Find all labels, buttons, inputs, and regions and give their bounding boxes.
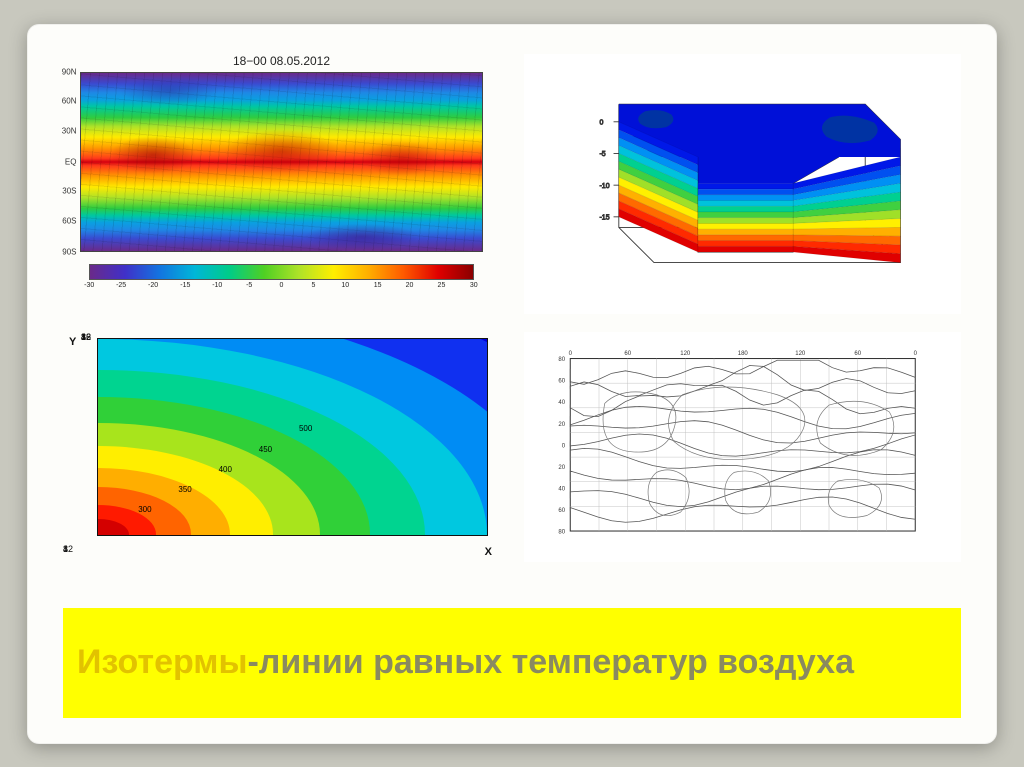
svg-text:60: 60 [854,351,861,357]
svg-text:0: 0 [568,351,572,357]
caption-text: Изотермы-линии равных температур воздуха [77,643,854,682]
svg-text:120: 120 [680,351,691,357]
panelC-xlabel: X [485,546,492,558]
svg-text:80: 80 [558,530,565,536]
panel-radial-contours: Y X 300350400450500 4812164812164812 [63,332,500,562]
svg-text:40: 40 [558,400,565,406]
world-temperature-heatmap [80,72,482,252]
svg-text:0: 0 [913,351,917,357]
svg-text:180: 180 [737,351,748,357]
figure-grid: 18−00 08.05.2012 90N60N30NEQ30S60S90S -3… [63,54,961,562]
panel-3d-cutaway: 0 -5 -10 -15 [524,54,961,314]
slide-card: 18−00 08.05.2012 90N60N30NEQ30S60S90S -3… [27,24,997,744]
svg-text:40: 40 [558,486,565,492]
isotherm-svg: 06012018012060080604020020406080 [533,343,953,550]
svg-text:0: 0 [561,443,565,449]
svg-text:-15: -15 [600,215,610,222]
caption-accent: Изотермы [77,643,247,681]
svg-text:0: 0 [600,120,604,127]
svg-text:-5: -5 [600,151,606,158]
panel-world-isotherm-contours: 06012018012060080604020020406080 [524,332,961,562]
panelA-colorbar [89,264,474,280]
svg-text:20: 20 [558,465,565,471]
box-notch-back-layers [699,183,794,252]
svg-text:60: 60 [624,351,631,357]
panel-world-temp-map: 18−00 08.05.2012 90N60N30NEQ30S60S90S -3… [63,54,500,314]
radial-plot-area: 300350400450500 [97,338,488,536]
svg-text:120: 120 [795,351,806,357]
cutaway-svg: 0 -5 -10 -15 [541,69,943,298]
svg-text:20: 20 [558,422,565,428]
panelA-lat-ticks: 90N60N30NEQ30S60S90S [52,72,78,252]
panelC-ylabel: Y [69,336,76,348]
panelA-colorbar-ticks: -30-25-20-15-10-5051015202530 [89,280,474,292]
panelA-title: 18−00 08.05.2012 [233,54,330,68]
svg-text:60: 60 [558,508,565,514]
svg-text:60: 60 [558,379,565,385]
svg-text:80: 80 [558,357,565,363]
caption-rest: -линии равных температур воздуха [247,643,854,681]
box-axis-ticks: 0 -5 -10 -15 [600,120,619,222]
svg-text:-10: -10 [600,183,610,190]
caption-bar: Изотермы-линии равных температур воздуха [63,608,961,718]
